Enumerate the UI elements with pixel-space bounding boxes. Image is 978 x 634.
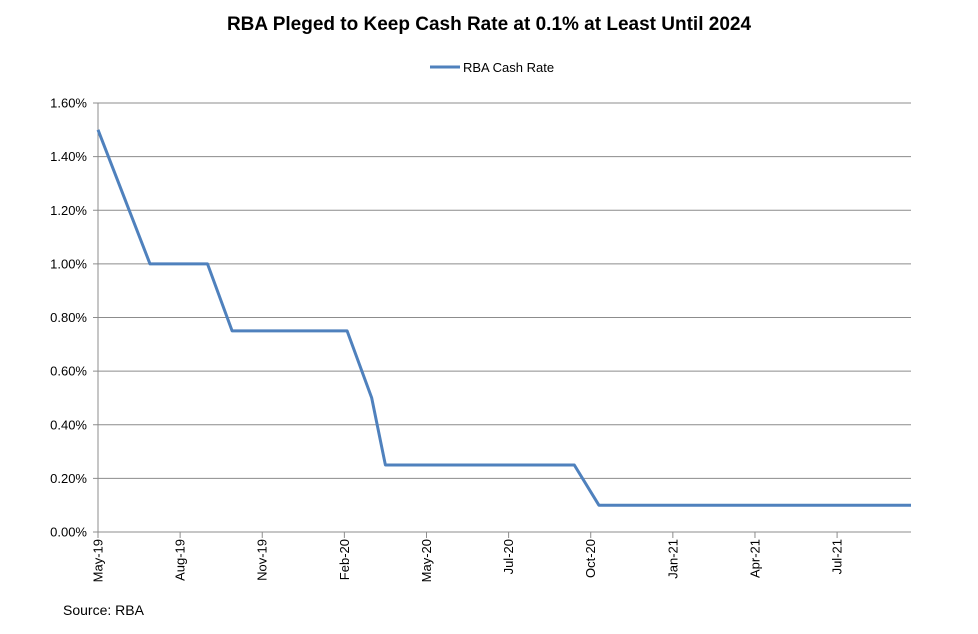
y-tick-label: 0.60% <box>50 364 87 379</box>
y-gridlines <box>93 102 911 533</box>
y-tick-label: 0.40% <box>50 417 87 432</box>
series-layer <box>96 129 911 507</box>
x-tick-label: May-20 <box>419 539 434 582</box>
y-tick-label: 0.00% <box>50 525 87 540</box>
y-tick-label: 1.00% <box>50 256 87 271</box>
x-tick-label: May-19 <box>91 539 106 582</box>
legend-label: RBA Cash Rate <box>463 60 554 75</box>
chart-title: RBA Pleged to Keep Cash Rate at 0.1% at … <box>227 14 752 35</box>
x-tick-label: Nov-19 <box>255 539 270 581</box>
x-axis <box>97 103 911 538</box>
legend: RBA Cash Rate <box>430 60 554 75</box>
series-line-rba-cash-rate <box>96 129 911 507</box>
y-tick-label: 0.80% <box>50 310 87 325</box>
x-axis-labels: May-19 Aug-19 Nov-19 Feb-20 May-20 Jul-20 Oct-… <box>91 539 845 582</box>
x-tick-label: Jul-21 <box>830 539 845 574</box>
y-tick-label: 1.20% <box>50 203 87 218</box>
y-axis-labels: 0.00% 0.20% 0.40% 0.60% 0.80% 1.00% 1.20% 1.40%… <box>50 96 87 540</box>
x-tick-label: Jul-20 <box>501 539 516 574</box>
y-tick-label: 0.20% <box>50 471 87 486</box>
x-tick-label: Jan-21 <box>665 539 680 579</box>
source-note: Source: RBA <box>63 602 145 618</box>
x-tick-label: Oct-20 <box>583 539 598 578</box>
x-tick-label: Aug-19 <box>173 539 188 581</box>
y-tick-label: 1.40% <box>50 149 87 164</box>
y-tick-label: 1.60% <box>50 96 87 111</box>
x-tick-label: Apr-21 <box>747 539 762 578</box>
x-tick-label: Feb-20 <box>337 539 352 580</box>
